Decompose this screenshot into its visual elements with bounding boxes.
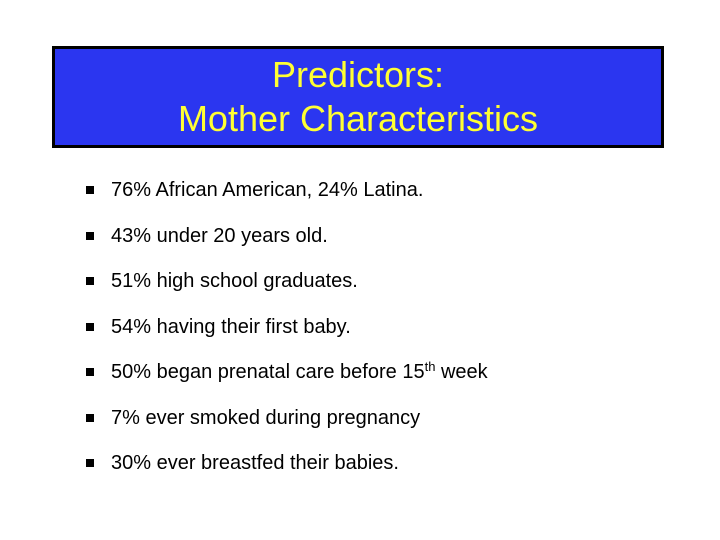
bullet-text: 50% began prenatal care before 15th week — [111, 360, 488, 384]
square-bullet-icon — [86, 231, 94, 240]
bullet-text: 76% African American, 24% Latina. — [111, 179, 424, 201]
square-bullet-icon — [86, 186, 94, 194]
bullet-item: 7% ever smoked during pregnancy — [86, 406, 488, 452]
bullet-text-post: week — [435, 361, 488, 383]
bullet-list: 76% African American, 24% Latina. 43% un… — [86, 178, 488, 497]
bullet-text: 7% ever smoked during pregnancy — [111, 406, 421, 429]
bullet-item: 51% high school graduates. — [86, 269, 488, 315]
bullet-item: 76% African American, 24% Latina. — [86, 178, 488, 224]
bullet-item: 30% ever breastfed their babies. — [86, 451, 488, 497]
bullet-text: 43% under 20 years old. — [111, 224, 328, 247]
square-bullet-icon — [86, 413, 94, 422]
square-bullet-icon — [86, 459, 94, 467]
title-box: Predictors: Mother Characteristics — [52, 46, 664, 148]
square-bullet-icon — [86, 322, 94, 331]
square-bullet-icon — [86, 277, 94, 285]
bullet-item: 43% under 20 years old. — [86, 224, 488, 270]
bullet-item: 54% having their first baby. — [86, 315, 488, 361]
square-bullet-icon — [86, 368, 94, 376]
bullet-item: 50% began prenatal care before 15th week — [86, 360, 488, 406]
bullet-text: 54% having their first baby. — [111, 315, 351, 338]
bullet-text-pre: 50% began prenatal care before 15 — [111, 361, 425, 383]
bullet-text: 30% ever breastfed their babies. — [111, 452, 399, 474]
ordinal-superscript: th — [424, 359, 436, 374]
title-line-1: Predictors: — [271, 54, 445, 95]
title-line-2: Mother Characteristics — [177, 98, 539, 139]
bullet-text: 51% high school graduates. — [111, 270, 358, 292]
